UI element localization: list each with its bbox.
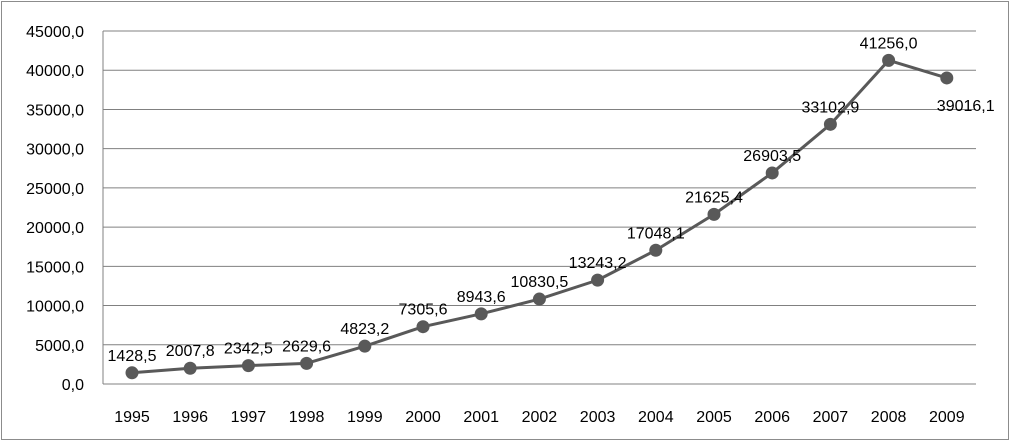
y-tick-label: 20000,0	[26, 220, 84, 237]
data-point	[591, 273, 605, 287]
y-tick-label: 15000,0	[26, 259, 84, 276]
y-tick-label: 35000,0	[26, 102, 84, 119]
y-tick-label: 45000,0	[26, 24, 84, 41]
data-label: 4823,2	[340, 321, 389, 338]
data-label: 8943,6	[457, 289, 506, 306]
y-tick-label: 5000,0	[35, 338, 84, 355]
data-point	[532, 292, 546, 306]
y-tick-label: 10000,0	[26, 299, 84, 316]
data-point	[358, 339, 372, 353]
x-tick-label: 2006	[754, 409, 790, 426]
data-label: 2007,8	[166, 343, 215, 360]
y-tick-label: 0,0	[62, 377, 84, 394]
x-tick-label: 2005	[696, 409, 732, 426]
data-label: 17048,1	[627, 225, 685, 242]
x-tick-label: 2009	[929, 409, 965, 426]
x-tick-label: 2007	[813, 409, 849, 426]
x-tick-label: 2002	[522, 409, 558, 426]
data-label: 21625,4	[685, 189, 743, 206]
data-point	[823, 117, 837, 131]
data-label: 7305,6	[399, 302, 448, 319]
data-point	[474, 307, 488, 321]
data-point	[300, 356, 314, 370]
data-label: 2342,5	[224, 341, 273, 358]
data-point	[940, 71, 954, 85]
x-tick-label: 2004	[638, 409, 674, 426]
data-label: 10830,5	[510, 274, 568, 291]
y-tick-label: 25000,0	[26, 181, 84, 198]
data-label: 41256,0	[860, 35, 918, 52]
data-label: 2629,6	[282, 338, 331, 355]
data-point	[416, 320, 430, 334]
x-tick-label: 2003	[580, 409, 616, 426]
data-point	[765, 166, 779, 180]
data-label: 39016,1	[937, 98, 995, 115]
x-tick-label: 1996	[172, 409, 208, 426]
data-label: 33102,9	[801, 99, 859, 116]
x-tick-label: 2000	[405, 409, 441, 426]
y-tick-label: 30000,0	[26, 142, 84, 159]
data-point	[183, 361, 197, 375]
x-tick-label: 1995	[114, 409, 150, 426]
x-tick-label: 1998	[289, 409, 325, 426]
data-point	[882, 53, 896, 67]
data-point	[241, 359, 255, 373]
data-point	[707, 207, 721, 221]
x-tick-label: 2008	[871, 409, 907, 426]
data-point	[125, 366, 139, 380]
y-tick-label: 40000,0	[26, 63, 84, 80]
data-label: 13243,2	[569, 255, 627, 272]
data-label: 26903,5	[743, 148, 801, 165]
x-tick-label: 1999	[347, 409, 383, 426]
x-tick-label: 1997	[231, 409, 267, 426]
data-point	[649, 243, 663, 257]
data-label: 1428,5	[108, 348, 157, 365]
x-tick-label: 2001	[463, 409, 499, 426]
